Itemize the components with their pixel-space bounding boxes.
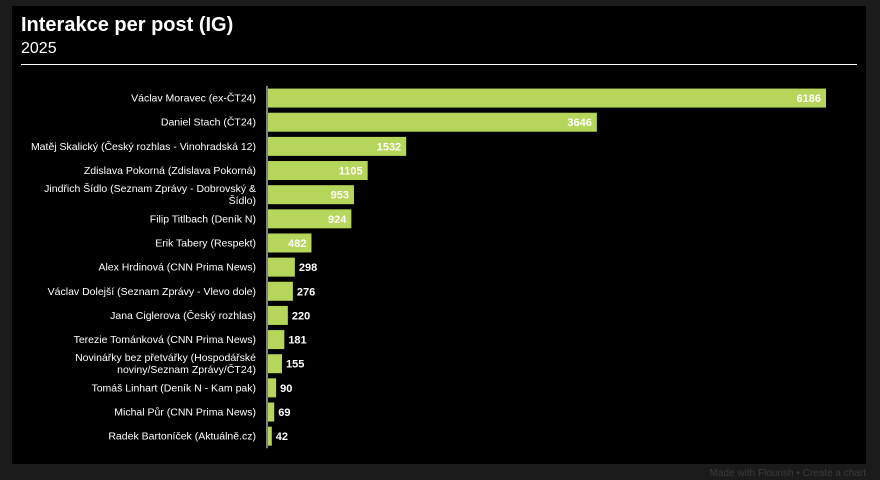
category-label-8: Alex Hrdinová (CNN Prima News) xyxy=(98,262,256,274)
bar-5 xyxy=(268,185,354,205)
bar-11 xyxy=(268,330,285,350)
bar-15 xyxy=(268,426,272,446)
title-divider xyxy=(21,64,857,65)
category-label-3: Matěj Skalický (Český rozhlas - Vinohrad… xyxy=(31,140,256,153)
bar-8 xyxy=(268,257,295,277)
category-label-10: Jana Ciglerova (Český rozhlas) xyxy=(110,309,256,322)
bar-4 xyxy=(268,161,368,181)
category-label-6: Filip Titlbach (Deník N) xyxy=(150,213,256,225)
bar-6 xyxy=(268,209,352,229)
value-label-12: 155 xyxy=(286,359,304,371)
category-label-1: Václav Moravec (ex-ČT24) xyxy=(131,92,256,105)
category-label-11: Terezie Tománková (CNN Prima News) xyxy=(74,334,256,346)
category-label-15: Radek Bartoníček (Aktuálně.cz) xyxy=(108,431,256,443)
value-label-13: 90 xyxy=(280,383,292,395)
value-label-4: 1105 xyxy=(339,166,363,178)
value-label-7: 482 xyxy=(288,238,306,250)
value-label-2: 3646 xyxy=(567,117,591,129)
category-label-13: Tomáš Linhart (Deník N - Kam pak) xyxy=(91,382,256,394)
bar-13 xyxy=(268,378,277,398)
value-label-9: 276 xyxy=(297,286,315,298)
footer-credit[interactable]: Made with Flourish • Create a chart xyxy=(709,468,866,479)
bar-9 xyxy=(268,281,293,301)
category-label-9: Václav Dolejší (Seznam Zprávy - Vlevo do… xyxy=(48,286,256,298)
bar-2 xyxy=(268,112,597,132)
value-label-8: 298 xyxy=(299,262,317,274)
bar-12 xyxy=(268,354,282,374)
value-label-3: 1532 xyxy=(377,141,401,153)
value-label-15: 42 xyxy=(276,431,288,443)
category-label-7: Erik Tabery (Respekt) xyxy=(155,237,256,249)
chart-title: Interakce per post (IG) xyxy=(21,14,234,36)
category-label-14: Michal Půr (CNN Prima News) xyxy=(114,407,256,419)
value-label-14: 69 xyxy=(278,407,290,419)
value-label-1: 6186 xyxy=(797,93,821,105)
bar-10 xyxy=(268,305,288,325)
category-label-12: Novinářky bez přetvářky (Hospodářské novi… xyxy=(75,352,256,376)
chart-panel: Interakce per post (IG) 2025 Václav Mora… xyxy=(12,6,866,464)
category-label-4: Zdislava Pokorná (Zdislava Pokorná) xyxy=(84,165,256,177)
value-label-10: 220 xyxy=(292,310,310,322)
bar-1 xyxy=(268,88,826,108)
value-label-6: 924 xyxy=(328,214,347,226)
value-label-11: 181 xyxy=(288,335,306,347)
category-label-2: Daniel Stach (ČT24) xyxy=(161,116,256,129)
bar-3 xyxy=(268,136,407,156)
bar-7 xyxy=(268,233,312,253)
category-label-5: Jindřich Šídlo (Seznam Zprávy - Dobrovsk… xyxy=(44,182,256,207)
bar-chart: Václav Moravec (ex-ČT24) 6186 Daniel Stach… xyxy=(31,86,826,449)
value-label-5: 953 xyxy=(331,190,349,202)
chart-subtitle: 2025 xyxy=(21,40,57,57)
bar-14 xyxy=(268,402,275,422)
